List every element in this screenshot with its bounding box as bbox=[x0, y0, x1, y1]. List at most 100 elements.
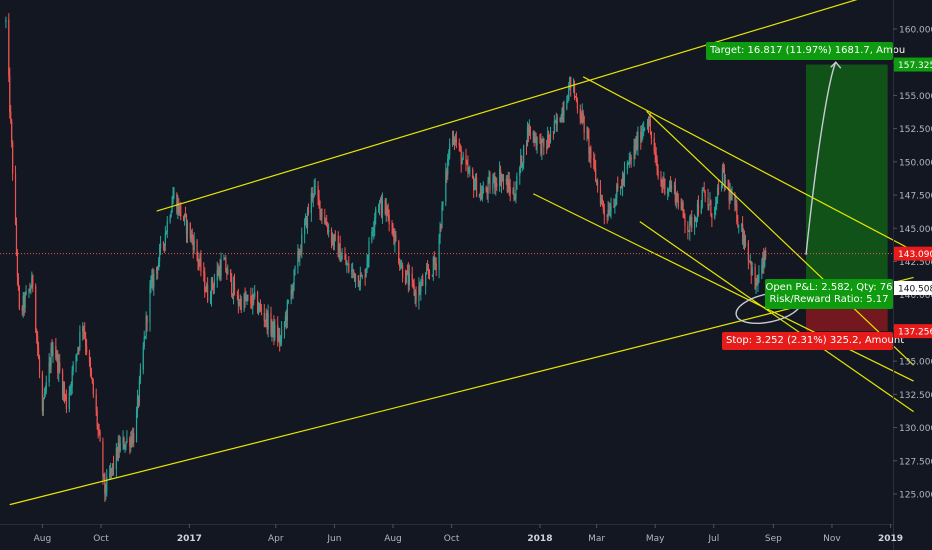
candle-body bbox=[528, 126, 530, 134]
candle-body bbox=[421, 279, 423, 285]
trendline-channel-lower[interactable] bbox=[9, 276, 914, 506]
candle-body bbox=[110, 468, 113, 470]
candle-body bbox=[301, 234, 303, 254]
target-label bbox=[706, 42, 893, 60]
time-tick-label: Nov bbox=[823, 534, 841, 544]
price-axis[interactable]: 125.000127.500130.000132.500135.000137.5… bbox=[893, 0, 932, 550]
current-price-tag bbox=[894, 246, 932, 261]
candle-body bbox=[98, 429, 100, 432]
candle-body bbox=[751, 266, 753, 276]
candle-body bbox=[623, 169, 626, 181]
candle-body bbox=[205, 291, 207, 292]
candle-body bbox=[136, 397, 139, 411]
candle-body bbox=[467, 163, 469, 173]
trendline-channel-upper[interactable] bbox=[156, 0, 870, 212]
candle-body bbox=[648, 120, 651, 126]
forecast-arrow[interactable] bbox=[805, 61, 837, 255]
trendlines[interactable] bbox=[9, 0, 914, 506]
candle-body bbox=[709, 200, 711, 205]
candle-body bbox=[512, 190, 514, 194]
stop-label bbox=[722, 332, 893, 350]
candle-body bbox=[737, 221, 739, 227]
candle-body bbox=[106, 476, 108, 493]
candle-body bbox=[278, 334, 280, 341]
candle-body bbox=[166, 221, 168, 233]
candle-body bbox=[563, 108, 565, 116]
candle-body bbox=[728, 187, 730, 201]
pnl-label bbox=[765, 279, 893, 309]
candle-body bbox=[515, 189, 517, 199]
candle-body bbox=[384, 199, 386, 215]
candle-body bbox=[613, 205, 615, 208]
candle-body bbox=[125, 441, 127, 448]
candle-body bbox=[257, 310, 260, 312]
trendline-wedge-upper-inner[interactable] bbox=[646, 110, 914, 366]
candle-body bbox=[730, 191, 732, 201]
candle-body bbox=[567, 100, 569, 103]
time-axis[interactable]: Aug Oct 2017 Apr Jun Aug Oct 2018 Mar May Jul Sep No… bbox=[0, 524, 903, 544]
candle-body bbox=[211, 279, 214, 287]
candle-body bbox=[462, 154, 464, 160]
candle-body bbox=[256, 292, 259, 312]
candle-body bbox=[319, 200, 321, 216]
candle-body bbox=[84, 331, 86, 338]
candle-body bbox=[734, 193, 736, 207]
candle-body bbox=[431, 274, 433, 276]
candle-body bbox=[158, 247, 161, 262]
candle-body bbox=[24, 294, 26, 308]
candle-body bbox=[176, 193, 178, 213]
candle-body bbox=[244, 294, 246, 301]
candle-body bbox=[481, 193, 483, 200]
candle-body bbox=[192, 239, 194, 251]
candle-body bbox=[532, 133, 534, 135]
candle-body bbox=[583, 115, 585, 134]
candle-body bbox=[29, 289, 31, 291]
candle-body bbox=[720, 186, 723, 189]
candle-body bbox=[230, 269, 232, 277]
candle-body bbox=[111, 463, 114, 470]
candle-body bbox=[313, 186, 315, 194]
candle-body bbox=[58, 361, 60, 373]
candle-body bbox=[327, 226, 329, 233]
candle-body bbox=[115, 447, 117, 469]
candle-body bbox=[36, 330, 38, 337]
candle-body bbox=[649, 120, 652, 132]
candle-body bbox=[331, 236, 334, 243]
candle-body bbox=[227, 269, 229, 275]
candle-body bbox=[413, 284, 415, 296]
candle-body bbox=[75, 355, 77, 365]
candle-body bbox=[426, 268, 428, 275]
candle-body bbox=[573, 84, 576, 97]
candle-body bbox=[287, 300, 289, 302]
candle-body bbox=[601, 198, 603, 202]
candle-body bbox=[695, 218, 698, 220]
candle-body bbox=[399, 263, 401, 268]
candle-body bbox=[273, 321, 275, 338]
candle-body bbox=[594, 160, 596, 169]
candle-body bbox=[292, 284, 294, 295]
candle-body bbox=[153, 273, 155, 288]
candle-body bbox=[616, 184, 618, 198]
candle-body bbox=[626, 163, 628, 170]
time-tick-label: Apr bbox=[268, 534, 284, 544]
candle-body bbox=[88, 352, 91, 362]
candle-body bbox=[404, 277, 407, 284]
candle-body bbox=[474, 186, 476, 191]
trendline-wedge-upper-outer[interactable] bbox=[582, 76, 914, 252]
candle-body bbox=[346, 264, 348, 266]
candle-body bbox=[654, 151, 656, 154]
candle-body bbox=[79, 331, 81, 348]
candle-body bbox=[561, 108, 563, 122]
candle-body bbox=[10, 111, 12, 121]
candle-body bbox=[144, 336, 146, 338]
trendline-wedge-lower-inner[interactable] bbox=[639, 221, 914, 413]
candle-body bbox=[684, 217, 686, 226]
candle-body bbox=[119, 443, 121, 451]
candle-body bbox=[646, 122, 649, 128]
candle-body bbox=[28, 289, 30, 292]
candle-body bbox=[432, 257, 434, 276]
candle-body bbox=[677, 200, 679, 207]
candle-body bbox=[207, 284, 209, 302]
